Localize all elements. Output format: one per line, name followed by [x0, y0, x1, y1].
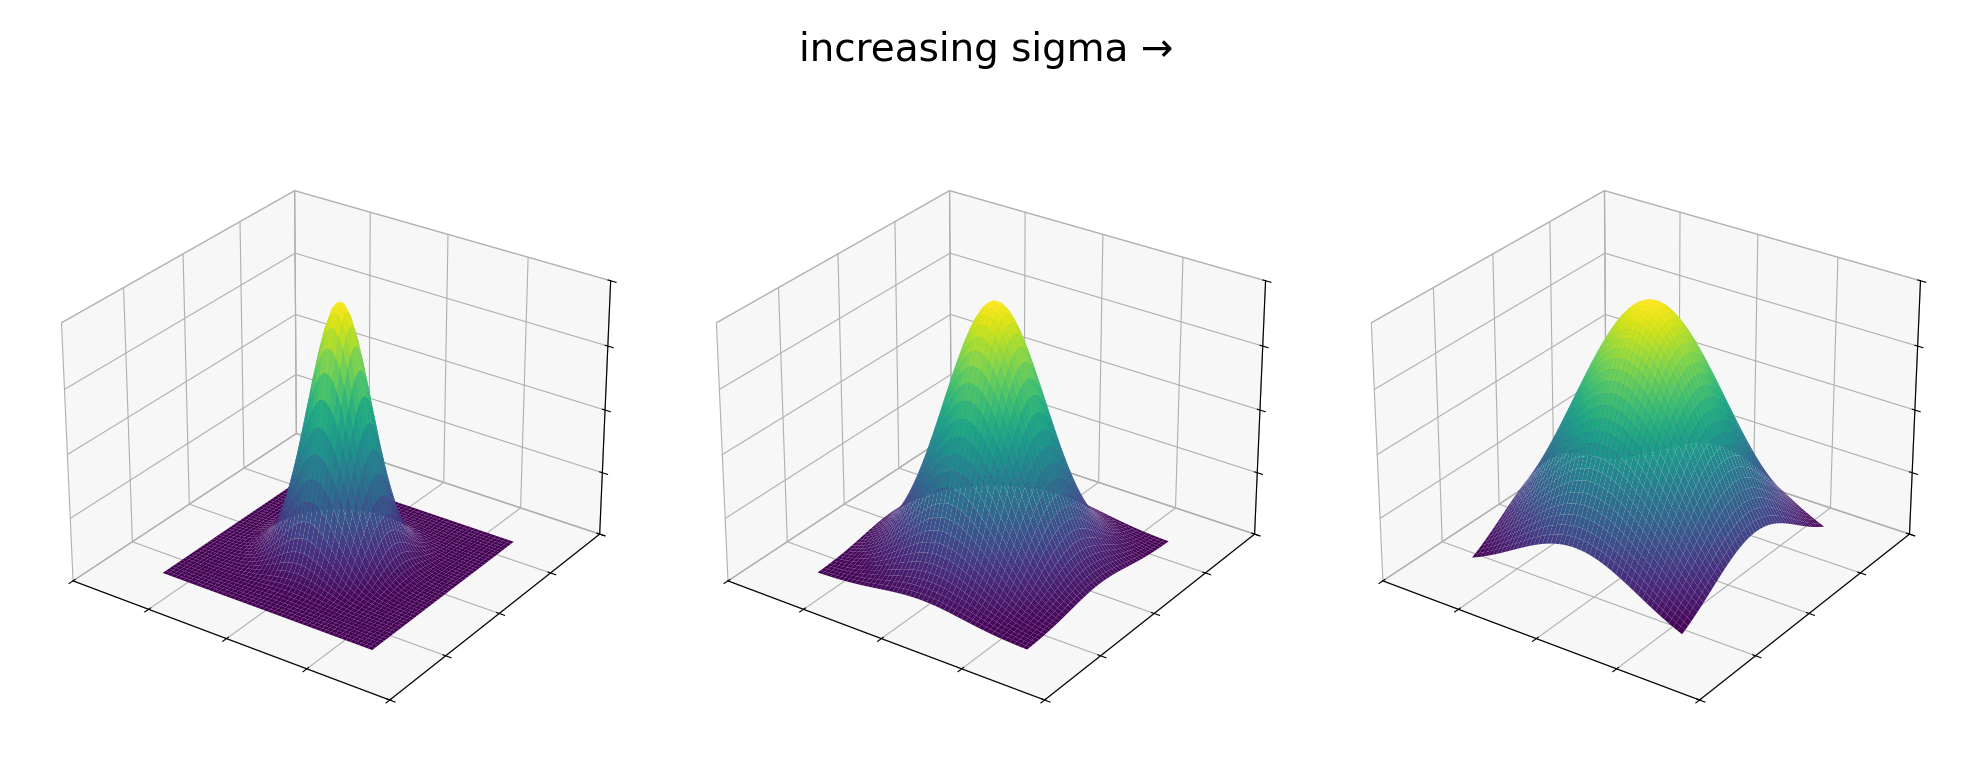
Text: increasing sigma →: increasing sigma →: [799, 31, 1174, 69]
